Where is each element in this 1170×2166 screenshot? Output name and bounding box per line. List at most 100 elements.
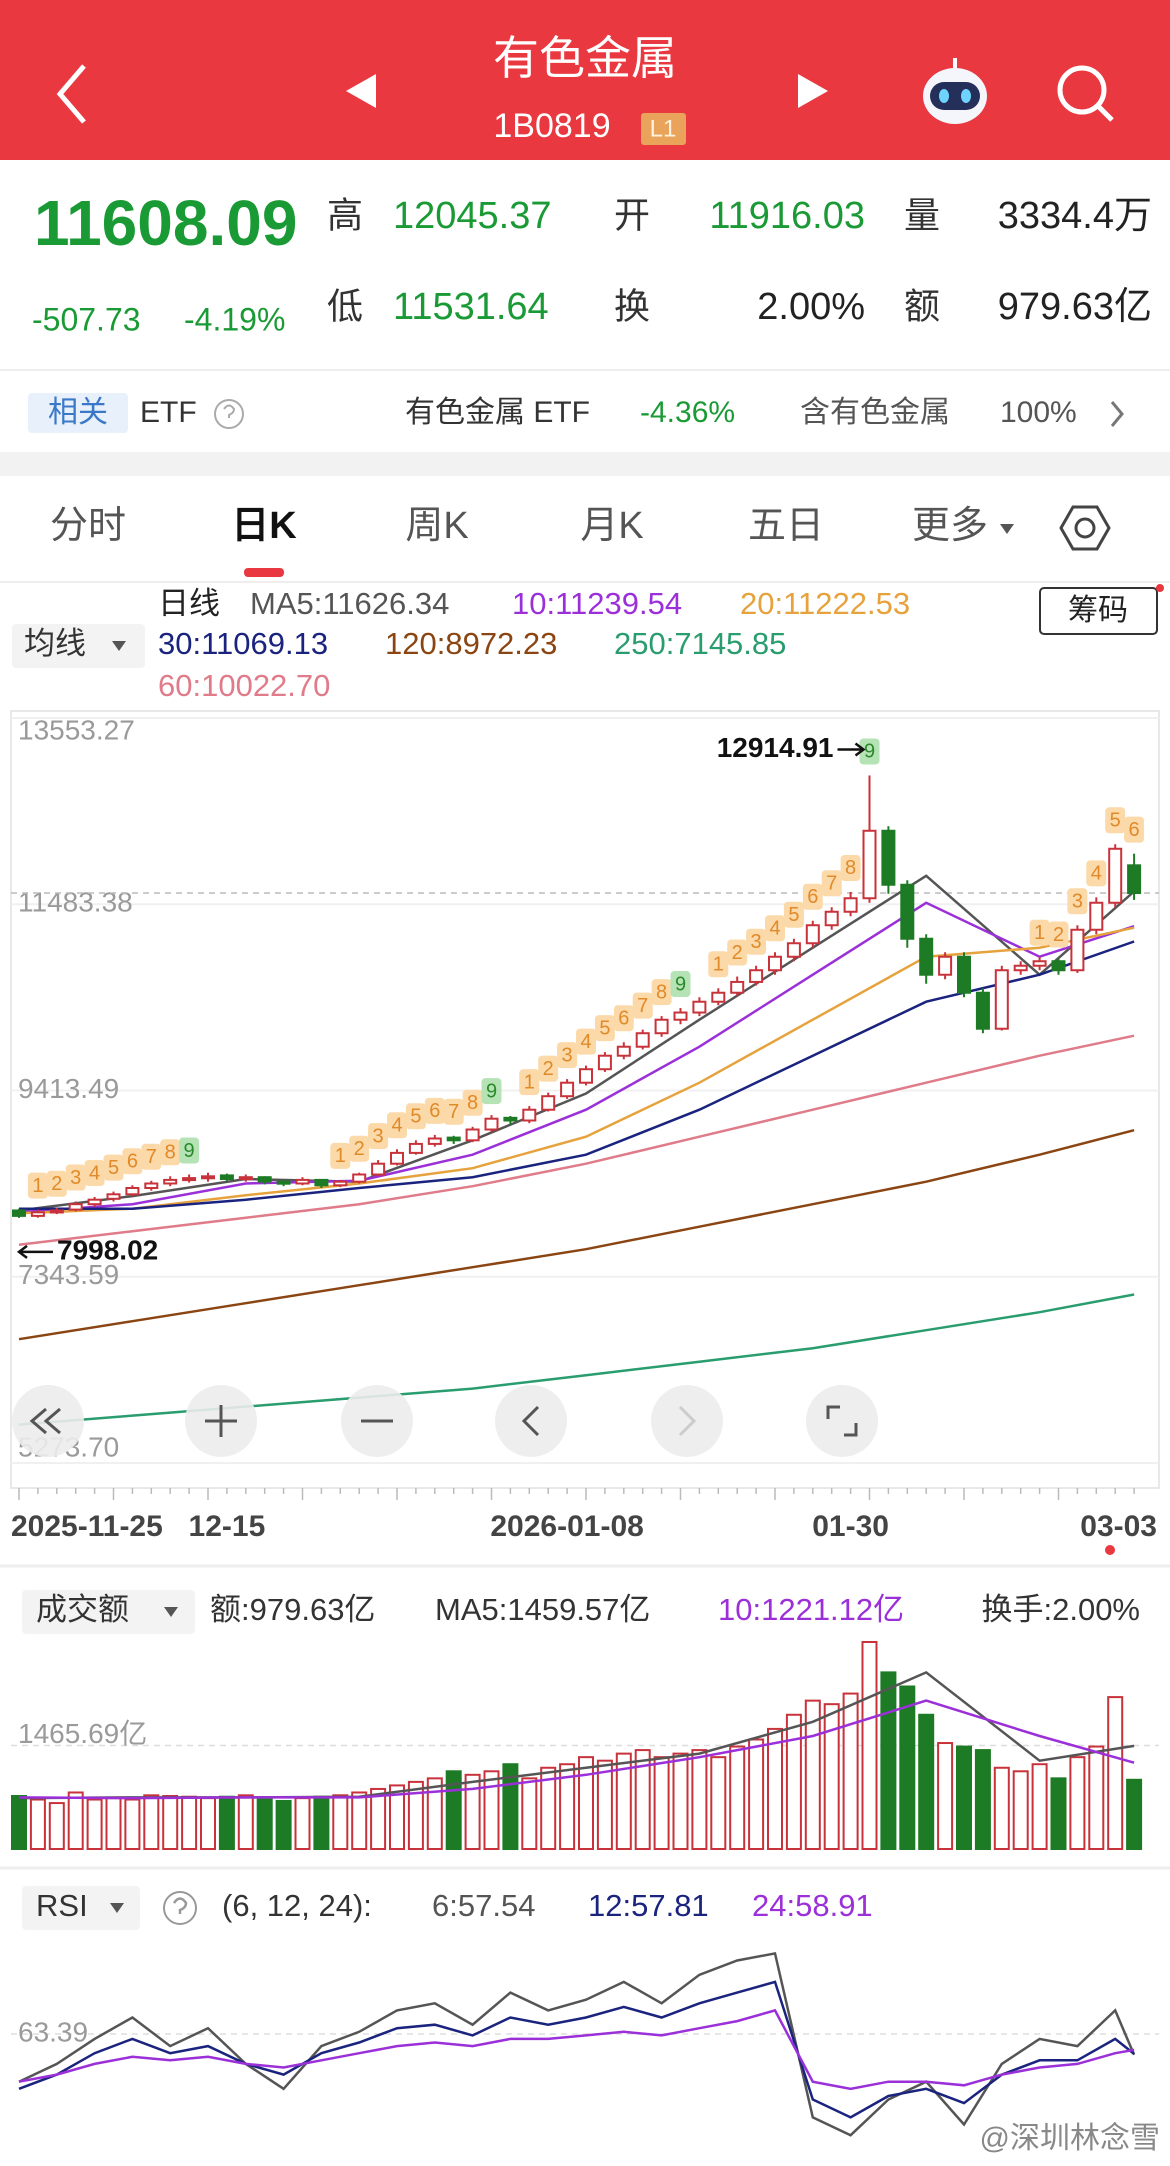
volume-bar bbox=[86, 1798, 103, 1850]
volume-bar bbox=[880, 1671, 897, 1850]
volume-bar bbox=[407, 1780, 424, 1850]
rsi-legend: 24:58.91 bbox=[752, 1888, 873, 1923]
volume-bar bbox=[993, 1766, 1010, 1851]
chip-button-bg[interactable] bbox=[1039, 587, 1158, 635]
prev-button[interactable] bbox=[346, 74, 376, 108]
candle-body bbox=[333, 1180, 348, 1187]
td-label: 4 bbox=[1091, 863, 1102, 885]
help-icon[interactable] bbox=[163, 1891, 197, 1925]
rsi-caret bbox=[110, 1903, 124, 1913]
volume-bar bbox=[748, 1738, 765, 1850]
td-label: 8 bbox=[656, 981, 667, 1003]
ma-button[interactable]: 均线 bbox=[24, 626, 86, 661]
td-badge bbox=[651, 979, 672, 1006]
robot-icon[interactable] bbox=[923, 58, 987, 124]
chart-control[interactable] bbox=[495, 1385, 567, 1457]
candle-body bbox=[541, 1095, 556, 1111]
candle-body bbox=[900, 883, 915, 940]
volume-bar bbox=[1031, 1763, 1048, 1850]
etf-chevron[interactable] bbox=[1110, 401, 1124, 427]
td-label: 8 bbox=[845, 857, 856, 879]
ma-button-bg[interactable] bbox=[12, 624, 145, 668]
chart-control-icon bbox=[29, 1407, 61, 1435]
tab[interactable]: 周K bbox=[405, 505, 468, 547]
tab[interactable]: 更多 bbox=[912, 505, 988, 547]
chart-control-icon bbox=[678, 1405, 697, 1437]
etf-fund[interactable]: 有色金属 ETF bbox=[405, 396, 590, 429]
td-label: 9 bbox=[486, 1080, 497, 1102]
candle-body bbox=[219, 1174, 234, 1180]
volume-bar bbox=[332, 1794, 349, 1850]
volume-bar bbox=[634, 1749, 651, 1851]
rsi-legend: 6:57.54 bbox=[432, 1888, 535, 1923]
td-label: 2 bbox=[732, 942, 743, 964]
candle-body bbox=[238, 1176, 253, 1181]
candle-body bbox=[862, 829, 877, 900]
td-label: 3 bbox=[70, 1167, 81, 1189]
volume-bar bbox=[237, 1794, 254, 1850]
y-tick-label: 1465.69亿 bbox=[18, 1718, 147, 1749]
rsi-button[interactable]: RSI bbox=[36, 1888, 88, 1923]
td-label: 8 bbox=[467, 1092, 478, 1114]
volume-bar bbox=[578, 1756, 594, 1850]
volume-bar bbox=[294, 1797, 311, 1850]
td-label: 6 bbox=[1129, 819, 1140, 841]
stat-label: 高 bbox=[327, 195, 363, 236]
candle-body bbox=[201, 1175, 215, 1180]
volume-bar bbox=[48, 1802, 65, 1850]
candle-body bbox=[597, 1054, 612, 1071]
tab[interactable]: 日K bbox=[231, 505, 297, 547]
candle-body bbox=[786, 942, 801, 958]
volume-bar bbox=[313, 1795, 330, 1850]
candle-body bbox=[257, 1176, 272, 1183]
period-label: 日线 bbox=[158, 586, 220, 621]
rsi-line bbox=[18, 2008, 1135, 2091]
rsi-button-bg[interactable] bbox=[22, 1886, 140, 1930]
rsi-params: (6, 12, 24): bbox=[222, 1888, 372, 1923]
search-button[interactable] bbox=[1057, 65, 1114, 122]
td-label: 2 bbox=[51, 1173, 62, 1195]
info-icon[interactable] bbox=[214, 399, 244, 429]
tab[interactable]: 五日 bbox=[748, 505, 824, 547]
volume-bar bbox=[785, 1713, 802, 1851]
td-label: 9 bbox=[184, 1140, 195, 1162]
candle-body bbox=[163, 1178, 178, 1185]
volume-button-bg[interactable] bbox=[22, 1590, 195, 1634]
settings-button[interactable] bbox=[1059, 505, 1111, 551]
tab[interactable]: 月K bbox=[580, 505, 643, 547]
candle-body bbox=[352, 1173, 367, 1183]
level-badge bbox=[641, 113, 686, 145]
x-tick-label: 01-30 bbox=[812, 1510, 889, 1543]
candle-body bbox=[730, 980, 745, 994]
etf-holding-pct: 100% bbox=[1000, 396, 1077, 429]
ma-legend: 120:8972.23 bbox=[385, 626, 557, 661]
title: 有色金属 bbox=[493, 32, 677, 84]
chip-button[interactable]: 筹码 bbox=[1068, 594, 1128, 627]
chart-control[interactable] bbox=[651, 1385, 723, 1457]
back-button[interactable] bbox=[56, 64, 86, 124]
volume-bar bbox=[483, 1770, 500, 1851]
candle-body bbox=[919, 937, 934, 976]
stat-value: 3334.4万 bbox=[998, 195, 1152, 237]
volume-button[interactable]: 成交额 bbox=[36, 1592, 129, 1627]
volume-legend: 10:1221.12亿 bbox=[718, 1592, 904, 1627]
td-badge bbox=[424, 1097, 445, 1124]
td-badge bbox=[443, 1098, 464, 1125]
td-badge bbox=[1029, 919, 1050, 946]
ma-line bbox=[18, 1034, 1135, 1246]
volume-bar bbox=[464, 1773, 481, 1850]
td-badge bbox=[481, 1078, 502, 1105]
chart-control[interactable] bbox=[806, 1385, 878, 1457]
volume-ma-line bbox=[18, 1699, 1135, 1800]
candle-body bbox=[390, 1151, 404, 1165]
candle-body bbox=[560, 1081, 575, 1098]
next-button[interactable] bbox=[798, 74, 828, 108]
td-badge bbox=[765, 915, 785, 942]
td-badge bbox=[46, 1170, 67, 1197]
td-label: 1 bbox=[1034, 922, 1045, 944]
candle-body bbox=[1032, 960, 1047, 967]
candle-body bbox=[295, 1178, 310, 1185]
td-label: 7 bbox=[826, 873, 837, 895]
tab[interactable]: 分时 bbox=[50, 505, 126, 547]
